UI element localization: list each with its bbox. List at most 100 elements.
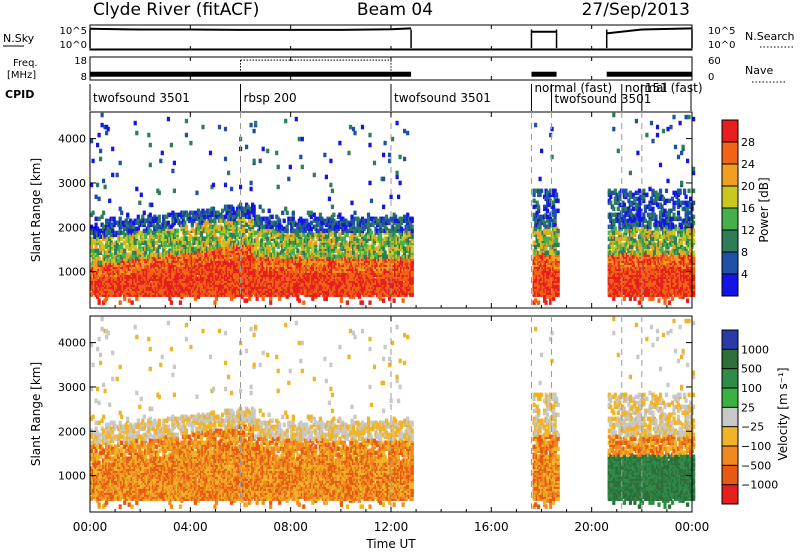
heat-cell [163, 290, 167, 295]
heat-cell [239, 184, 243, 190]
heat-cell [93, 226, 97, 232]
heat-cell [311, 232, 315, 237]
heat-cell [336, 242, 340, 247]
heat-cell [258, 158, 262, 164]
freq-band-2 [606, 71, 692, 77]
heat-cell [333, 232, 337, 237]
heat-cell [163, 232, 167, 237]
heat-cell [260, 238, 264, 243]
heat-cell [243, 234, 247, 239]
heat-cell [291, 232, 295, 237]
nsky-tick-top: 10^5 [60, 26, 87, 37]
heat-cell [97, 196, 101, 202]
heat-cell [90, 138, 94, 144]
heat-cell [252, 204, 256, 210]
heat-cell [211, 206, 216, 212]
heat-cell [178, 220, 182, 226]
heat-cell [151, 222, 155, 228]
heat-cell [196, 236, 201, 241]
heat-cell [196, 230, 201, 236]
heat-cell [160, 150, 164, 156]
heat-cell [120, 242, 124, 247]
heat-cell [236, 232, 240, 237]
heat-cell [94, 248, 98, 253]
heat-cell [269, 296, 273, 301]
heat-cell [147, 238, 151, 243]
heat-cell [270, 224, 274, 230]
heat-cell [183, 232, 187, 237]
heat-cell [121, 230, 125, 236]
heat-cell [214, 296, 219, 301]
heat-cell [90, 182, 94, 188]
heat-cell [105, 230, 109, 236]
heat-cell [148, 142, 152, 148]
heat-cell [111, 172, 115, 178]
heat-cell [225, 220, 229, 226]
heat-cell [217, 246, 222, 251]
heat-cell [220, 214, 225, 220]
heat-cell [219, 234, 223, 239]
heat-cell [365, 238, 369, 243]
heat-cell [133, 230, 137, 236]
heat-cell [213, 232, 217, 237]
heat-cell [219, 218, 223, 224]
heat-cell [148, 228, 152, 234]
beam-title: Beam 04 [357, 0, 433, 20]
heat-cell [341, 222, 345, 228]
heat-cell [314, 240, 318, 245]
heat-cell [252, 212, 256, 218]
nsky-line-2 [606, 27, 693, 35]
heat-cell [287, 176, 291, 182]
heat-cell [252, 158, 256, 164]
heat-cell [184, 236, 188, 241]
heat-cell [302, 300, 306, 305]
heat-cell [91, 158, 95, 164]
heat-cell [353, 246, 357, 251]
heat-cell [163, 272, 167, 277]
heat-cell [317, 228, 321, 234]
heat-cell [351, 126, 356, 132]
heat-cell [324, 174, 328, 180]
heat-cell [154, 240, 158, 245]
heat-cell [258, 216, 262, 222]
heat-cell [281, 210, 285, 216]
heat-cell [150, 202, 154, 208]
heat-cell [233, 210, 237, 216]
heat-cell [326, 242, 330, 247]
heat-cell [213, 218, 217, 224]
heat-cell [287, 216, 291, 222]
heat-cell [118, 160, 122, 166]
heat-cell [339, 236, 343, 241]
heat-cell [184, 224, 188, 230]
heat-cell [132, 224, 136, 230]
heat-cell [297, 298, 301, 303]
heat-cell [144, 232, 148, 237]
heat-cell [135, 296, 139, 301]
heat-cell [130, 244, 134, 249]
heat-cell [163, 214, 167, 220]
cpid-programs: twofsound 3501 rbsp 200 twofsound 3501norm… [89, 81, 703, 111]
heat-cell [135, 234, 139, 239]
heat-cell [267, 208, 271, 214]
nsky-label: N.Sky [3, 32, 35, 45]
heat-cell [296, 238, 300, 243]
heat-cell [201, 124, 205, 130]
heat-cell [199, 212, 204, 218]
heat-cell [184, 132, 188, 138]
heat-cell [269, 300, 273, 305]
nave-tick-bottom: 0 [708, 72, 714, 83]
heat-cell [118, 300, 122, 305]
heat-cell [148, 162, 152, 168]
heat-cell [246, 204, 250, 210]
heat-cell [266, 236, 270, 241]
heat-cell [168, 296, 172, 301]
nsearch-tick-bottom: 10^0 [708, 40, 735, 51]
heat-cell [285, 254, 289, 259]
heat-cell [290, 236, 294, 241]
heat-cell [151, 240, 155, 245]
heat-cell [102, 210, 106, 216]
heat-cell [163, 220, 167, 226]
heat-cell [193, 236, 197, 241]
heat-cell [338, 140, 342, 146]
heat-cell [223, 126, 228, 132]
